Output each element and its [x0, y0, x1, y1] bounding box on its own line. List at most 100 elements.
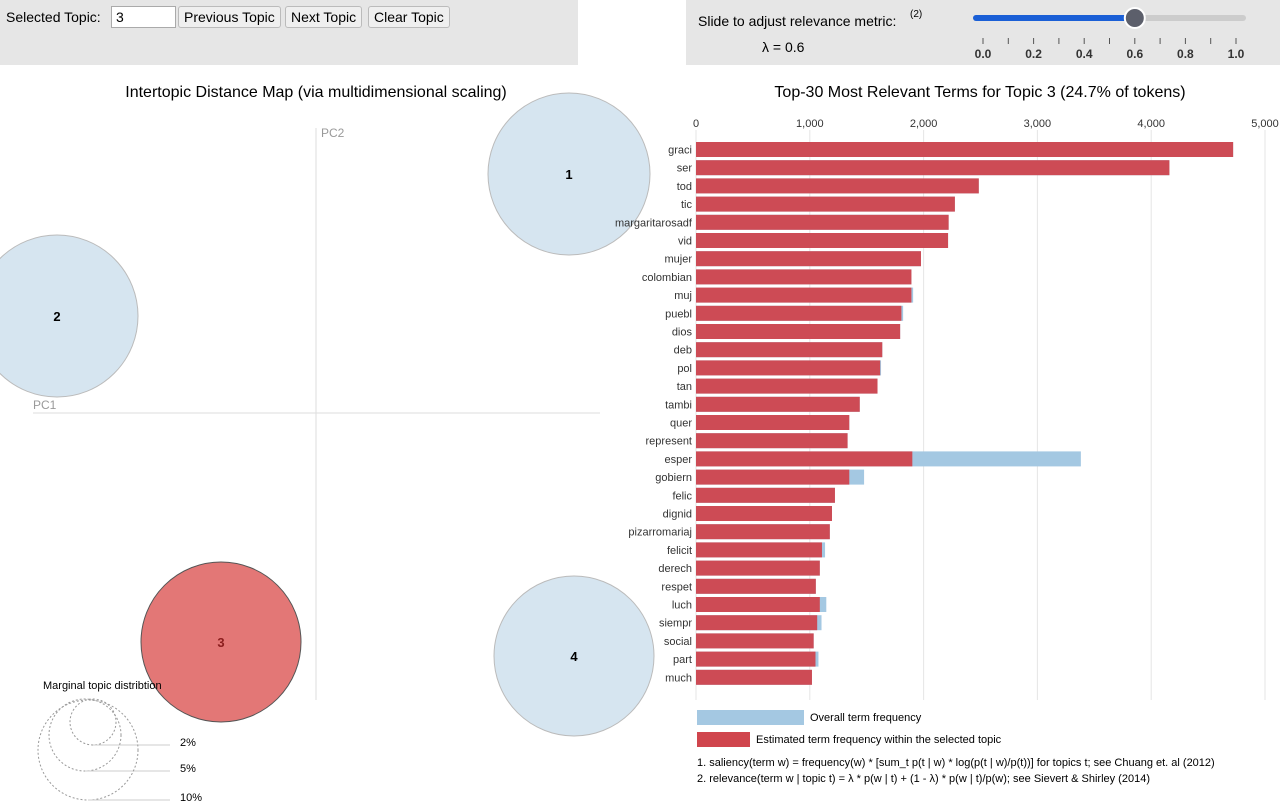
previous-topic-button[interactable]: Previous Topic: [178, 6, 281, 28]
term-label-part[interactable]: part: [673, 654, 692, 666]
slider-label: Slide to adjust relevance metric:: [698, 13, 897, 29]
slider-tick-label: 0.4: [1076, 47, 1093, 61]
term-label-graci[interactable]: graci: [668, 145, 692, 157]
term-label-mujer[interactable]: mujer: [664, 254, 692, 266]
legend-topic-swatch: [697, 732, 750, 747]
term-label-pol[interactable]: pol: [677, 363, 692, 375]
term-label-much[interactable]: much: [665, 672, 692, 684]
topic-bar-colombian[interactable]: [696, 269, 912, 285]
topic-circle-1[interactable]: [487, 92, 651, 256]
term-label-margaritarosadf[interactable]: margaritarosadf: [615, 217, 693, 229]
topic-bar-ser[interactable]: [696, 160, 1170, 176]
marginal-label: 10%: [180, 792, 202, 803]
marginal-label: 5%: [180, 763, 196, 775]
topic-bar-vid[interactable]: [696, 233, 949, 248]
marginal-circle: [48, 698, 122, 772]
term-label-esper[interactable]: esper: [664, 454, 692, 466]
topic-bar-felic[interactable]: [696, 487, 835, 503]
term-label-dignid[interactable]: dignid: [663, 509, 692, 521]
topic-bar-graci[interactable]: [696, 142, 1234, 157]
term-label-quer[interactable]: quer: [670, 418, 692, 430]
term-label-tan[interactable]: tan: [677, 381, 692, 393]
next-topic-button[interactable]: Next Topic: [285, 6, 363, 28]
slider-tick-label: 1.0: [1228, 47, 1245, 61]
topic-bar-social[interactable]: [696, 633, 814, 649]
term-label-deb[interactable]: deb: [674, 345, 692, 357]
term-label-respet[interactable]: respet: [661, 581, 692, 593]
term-label-felicit[interactable]: felicit: [667, 545, 692, 557]
topic-bar-mujer[interactable]: [696, 251, 921, 267]
x-tick-label: 3,000: [1024, 118, 1052, 130]
term-label-felic[interactable]: felic: [672, 490, 692, 502]
term-label-derech[interactable]: derech: [658, 563, 692, 575]
term-label-tod[interactable]: tod: [677, 181, 692, 193]
slider-handle[interactable]: [1123, 7, 1146, 29]
x-tick-label: 0: [693, 118, 699, 130]
topic-bar-pizarromariaj[interactable]: [696, 524, 830, 540]
topic-bar-part[interactable]: [696, 651, 816, 667]
topic-bar-siempr[interactable]: [696, 615, 818, 631]
marginal-title: Marginal topic distribtion: [43, 680, 162, 692]
topic-bar-respet[interactable]: [696, 578, 816, 594]
term-label-tambi[interactable]: tambi: [665, 399, 692, 411]
term-label-luch[interactable]: luch: [672, 600, 692, 612]
pc1-label: PC1: [33, 398, 57, 412]
topic-bar-tan[interactable]: [696, 378, 878, 394]
footnote-1: 1. saliency(term w) = frequency(w) * [su…: [697, 757, 1215, 769]
legend-topic-label: Estimated term frequency within the sele…: [756, 734, 1002, 746]
topic-bar-represent[interactable]: [696, 433, 848, 449]
topic-bar-dios[interactable]: [696, 324, 901, 339]
term-label-siempr[interactable]: siempr: [659, 618, 692, 630]
topic-bar-luch[interactable]: [696, 597, 820, 612]
topic-label-2: 2: [53, 309, 60, 324]
topic-bar-esper[interactable]: [696, 451, 913, 467]
topic-bar-margaritarosadf[interactable]: [696, 214, 949, 230]
relevance-panel: [686, 0, 1280, 65]
term-label-muj[interactable]: muj: [674, 290, 692, 302]
topic-label-4: 4: [570, 649, 578, 664]
topic-bar-muj[interactable]: [696, 287, 912, 303]
slider-tick-label: 0.8: [1177, 47, 1194, 61]
topic-bar-much[interactable]: [696, 669, 812, 685]
map-title: Intertopic Distance Map (via multidimens…: [125, 84, 507, 101]
term-label-colombian[interactable]: colombian: [642, 272, 692, 284]
topic-circle-2[interactable]: [0, 234, 139, 398]
term-label-pizarromariaj[interactable]: pizarromariaj: [628, 527, 692, 539]
term-label-social[interactable]: social: [664, 636, 692, 648]
legend-overall-label: Overall term frequency: [810, 712, 922, 724]
topic-circle-3[interactable]: [140, 561, 302, 723]
footnote-2: 2. relevance(term w | topic t) = λ * p(w…: [697, 773, 1150, 785]
marginal-label: 2%: [180, 737, 196, 749]
selected-topic-label: Selected Topic:: [6, 9, 101, 25]
term-label-vid[interactable]: vid: [678, 236, 692, 248]
term-label-dios[interactable]: dios: [672, 327, 693, 339]
slider-tick-label: 0.2: [1025, 47, 1042, 61]
topic-bar-derech[interactable]: [696, 560, 820, 576]
term-label-represent[interactable]: represent: [646, 436, 692, 448]
topic-label-1: 1: [565, 167, 572, 182]
term-label-tic[interactable]: tic: [681, 199, 693, 211]
selected-topic-input[interactable]: [111, 6, 176, 28]
term-label-gobiern[interactable]: gobiern: [655, 472, 692, 484]
topic-bar-felicit[interactable]: [696, 542, 822, 558]
term-label-puebl[interactable]: puebl: [665, 308, 692, 320]
x-tick-label: 2,000: [910, 118, 938, 130]
topic-bar-tic[interactable]: [696, 196, 955, 212]
topic-bar-quer[interactable]: [696, 415, 850, 430]
topic-bar-tambi[interactable]: [696, 396, 860, 412]
topic-bar-dignid[interactable]: [696, 506, 832, 521]
topic-bar-gobiern[interactable]: [696, 469, 850, 485]
topic-bar-puebl[interactable]: [696, 305, 902, 321]
topic-bar-deb[interactable]: [696, 342, 883, 358]
pc2-label: PC2: [321, 126, 345, 140]
x-tick-label: 1,000: [796, 118, 824, 130]
marginal-circle: [37, 699, 139, 801]
clear-topic-button[interactable]: Clear Topic: [368, 6, 450, 28]
topic-bar-tod[interactable]: [696, 178, 979, 194]
x-tick-label: 4,000: [1137, 118, 1165, 130]
slider-tick-label: 0.6: [1126, 47, 1143, 61]
term-label-ser[interactable]: ser: [677, 163, 693, 175]
topic-bar-pol[interactable]: [696, 360, 881, 376]
topic-circle-4[interactable]: [493, 575, 655, 737]
